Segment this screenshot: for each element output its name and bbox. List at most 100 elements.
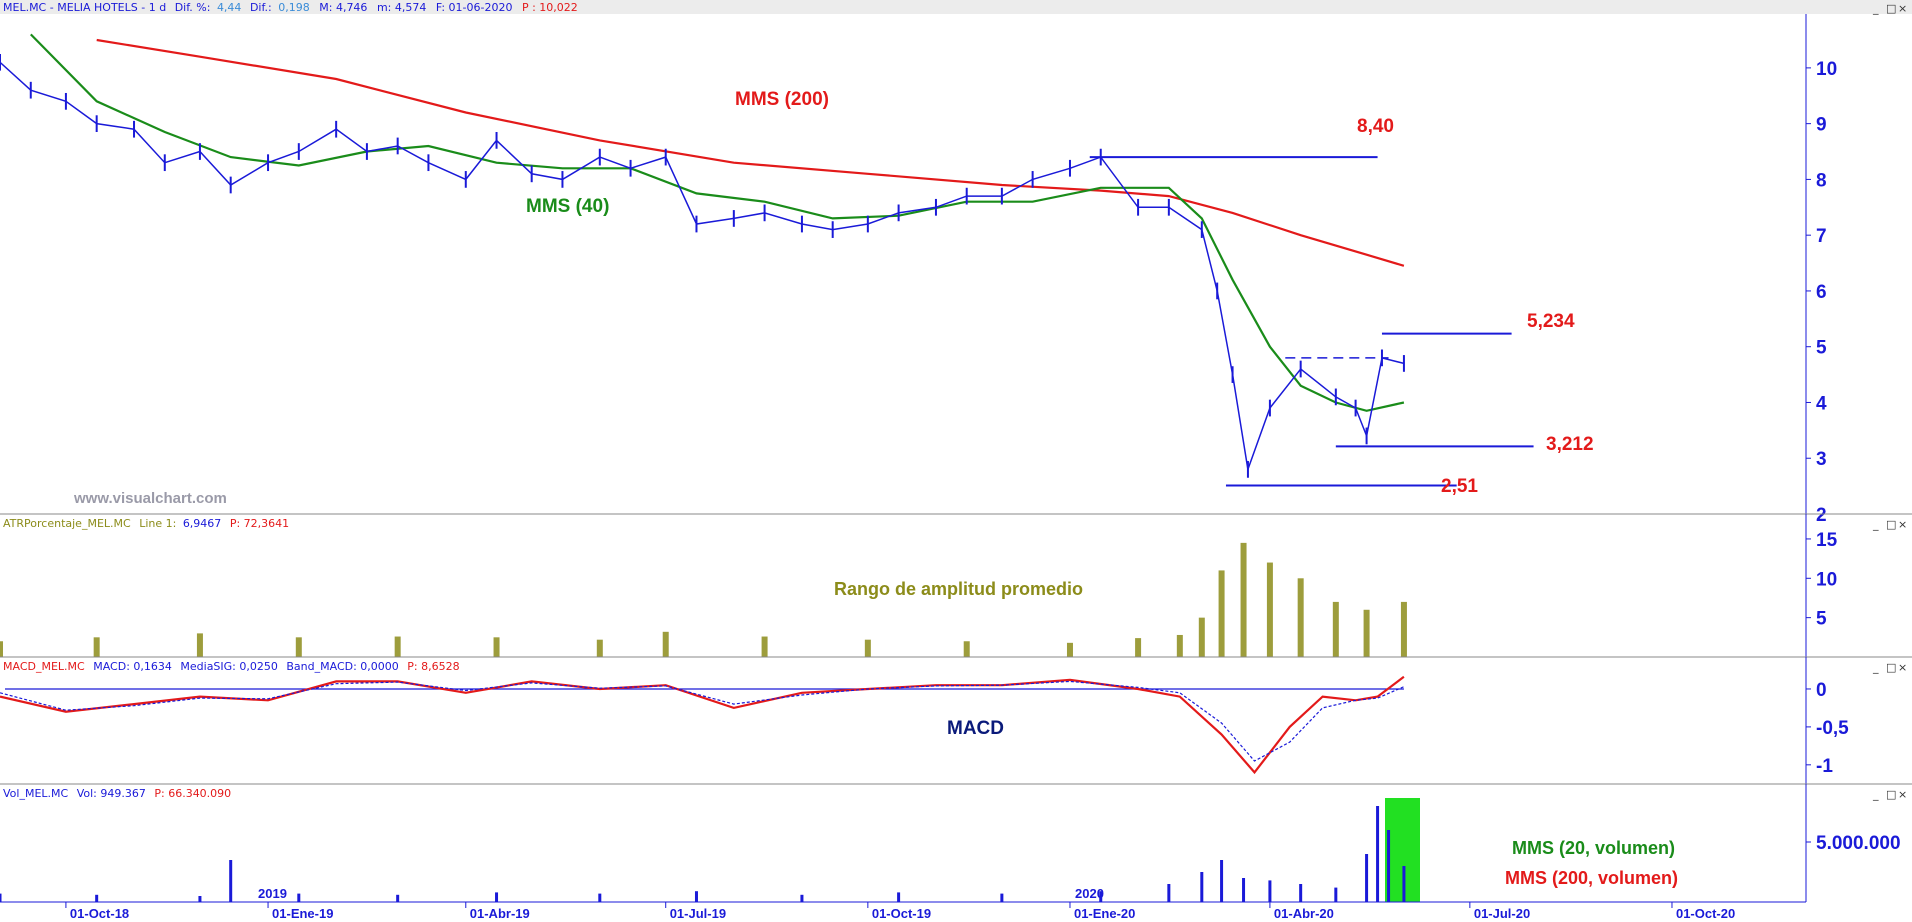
level-label-251: 2,51 [1441, 476, 1478, 497]
year-label-2019: 2019 [258, 886, 287, 901]
macd-header-p: P: 8,6528 [407, 660, 459, 673]
atr-bar [1135, 638, 1142, 657]
volume-bar [1365, 854, 1369, 902]
volume-panel: Vol_MEL.MC Vol: 949.367 P: 66.340.090 _ … [0, 783, 1912, 902]
atr-title: Rango de amplitud promedio [834, 579, 1083, 599]
price-header-difpct-label: Dif. %: [175, 1, 211, 14]
atr-y-ticks: 15 10 5 [1806, 530, 1838, 630]
atr-bar [1332, 601, 1339, 657]
x-tick-label: 01-Ene-19 [272, 906, 333, 921]
price-header-dif: 0,198 [278, 1, 310, 14]
vol-y-tick-label: 5.000.000 [1816, 833, 1901, 854]
volume-bar [1167, 884, 1171, 902]
x-axis: 01-Oct-18 01-Ene-19 01-Abr-19 01-Jul-19 01-O… [0, 901, 1806, 921]
x-tick-label: 01-Oct-18 [70, 906, 129, 921]
maximize-icon[interactable]: □ [1886, 788, 1896, 801]
minimize-icon[interactable]: _ [1872, 661, 1879, 674]
atr-panel: ATRPorcentaje_MEL.MC Line 1: 6,9467 P: 7… [0, 513, 1912, 657]
svg-text:MACD_MEL.MC MACD: 0,1634: MACD_MEL.MC MACD: 0,1634 MediaSIG: 0,025… [3, 660, 460, 673]
volume-bar [229, 860, 233, 902]
atr-y-tick-label: 15 [1816, 530, 1838, 551]
atr-bar [1266, 562, 1273, 657]
volume-bar [1376, 806, 1380, 902]
maximize-icon[interactable]: □ [1886, 518, 1896, 531]
atr-bar [963, 641, 970, 657]
atr-bars [0, 542, 1407, 657]
volume-bar [694, 891, 698, 902]
price-y-tick-label: 7 [1816, 226, 1827, 247]
volume-bar [1000, 893, 1004, 902]
atr-bar [662, 631, 669, 657]
atr-bar [1297, 578, 1304, 657]
macd-y-tick-label: 0 [1816, 680, 1827, 701]
maximize-icon[interactable]: □ [1886, 2, 1896, 15]
close-icon[interactable]: × [1898, 788, 1907, 801]
atr-bar [1218, 570, 1225, 657]
volume-bar [495, 892, 499, 902]
price-lines [0, 33, 1405, 478]
atr-window-controls: _ □ × [1872, 518, 1907, 531]
macd-header-sig: MediaSIG: 0,0250 [180, 660, 277, 673]
x-tick-label: 01-Ene-20 [1074, 906, 1135, 921]
minimize-icon[interactable]: _ [1872, 788, 1879, 801]
level-label-5234: 5,234 [1527, 311, 1575, 332]
vol-header-vol: Vol: 949.367 [77, 787, 146, 800]
price-y-tick-label: 3 [1816, 449, 1827, 470]
volume-bar [1242, 878, 1246, 902]
price-y-tick-label: 2 [1816, 505, 1827, 526]
maximize-icon[interactable]: □ [1886, 661, 1896, 674]
minimize-icon[interactable]: _ [1872, 518, 1879, 531]
x-tick-label: 01-Oct-19 [872, 906, 931, 921]
macd-y-tick-label: -0,5 [1816, 718, 1849, 739]
volume-bar [598, 893, 602, 902]
atr-bar [493, 637, 500, 657]
close-icon[interactable]: × [1898, 518, 1907, 531]
atr-header-p: P: 72,3641 [230, 517, 289, 530]
volume-bar [198, 896, 202, 902]
price-header-max: M: 4,746 [319, 1, 367, 14]
level-label-3212: 3,212 [1546, 434, 1594, 455]
macd-header-band: Band_MACD: 0,0000 [286, 660, 398, 673]
x-tick-label: 01-Jul-19 [670, 906, 726, 921]
atr-header-line: Line 1: [139, 517, 176, 530]
x-ticks: 01-Oct-18 01-Ene-19 01-Abr-19 01-Jul-19 01-O… [65, 902, 1735, 921]
price-y-tick-label: 6 [1816, 282, 1827, 303]
atr-y-tick-label: 5 [1816, 609, 1827, 630]
atr-header-name: ATRPorcentaje_MEL.MC [3, 517, 131, 530]
series-line-mms-40- [30, 33, 1405, 412]
macd-title: MACD [947, 718, 1004, 739]
vol-bars [0, 806, 1406, 902]
vol-mms200-label: MMS (200, volumen) [1505, 868, 1678, 888]
watermark: www.visualchart.com [73, 490, 227, 507]
macd-lines [0, 675, 1405, 775]
volume-bar [0, 893, 2, 902]
svg-text:ATRPorcentaje_MEL.MC Lin: ATRPorcentaje_MEL.MC Line 1: 6,9467 P: 7… [3, 517, 289, 530]
close-icon[interactable]: × [1898, 2, 1907, 15]
volume-bar [396, 894, 400, 902]
macd-panel: MACD_MEL.MC MACD: 0,1634 MediaSIG: 0,025… [0, 656, 1912, 784]
price-header-dif-label: Dif.: [250, 1, 272, 14]
x-tick-label: 01-Jul-20 [1474, 906, 1530, 921]
price-window-controls: _ □ × [1872, 2, 1907, 15]
atr-bar [1198, 617, 1205, 657]
close-icon[interactable]: × [1898, 661, 1907, 674]
price-header-p: P : 10,022 [522, 1, 578, 14]
price-header-difpct: 4,44 [217, 1, 242, 14]
level-label-840: 8,40 [1357, 116, 1394, 137]
price-panel: MEL.MC - MELIA HOTELS - 1 d Dif. %: 4,44… [0, 0, 1912, 526]
price-y-tick-label: 10 [1816, 59, 1837, 80]
volume-bar [1220, 860, 1224, 902]
atr-bar [295, 637, 302, 657]
atr-bar [1400, 601, 1407, 657]
atr-bar [1066, 642, 1073, 657]
macd-window-controls: _ □ × [1872, 661, 1907, 674]
volume-bar [1334, 887, 1338, 902]
mms40-label: MMS (40) [526, 196, 609, 217]
volume-bar [1402, 866, 1406, 902]
minimize-icon[interactable]: _ [1872, 2, 1879, 15]
price-y-tick-label: 4 [1816, 393, 1827, 414]
x-tick-label: 01-Abr-20 [1274, 906, 1334, 921]
svg-text:MEL.MC - MELIA HOTELS - 1 d: MEL.MC - MELIA HOTELS - 1 d Dif. %: 4,44… [3, 1, 578, 14]
atr-bar [1240, 542, 1247, 657]
